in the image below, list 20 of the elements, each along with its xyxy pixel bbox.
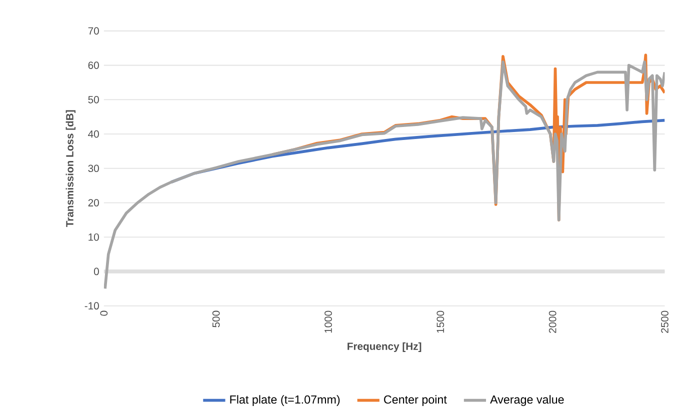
- x-tick-label: 0: [100, 310, 108, 316]
- y-tick-label: 0: [94, 268, 99, 276]
- x-axis-title: Frequency [Hz]: [348, 342, 422, 352]
- y-tick-label: 60: [88, 62, 99, 70]
- y-tick-label: 10: [88, 234, 99, 241]
- y-tick-label: 50: [88, 96, 99, 104]
- y-tick-label: 70: [88, 27, 99, 35]
- y-tick-label: -10: [84, 302, 99, 310]
- legend-label: Flat plate (t=1.07mm): [230, 395, 340, 406]
- y-axis-title: Transmission Loss [dB]: [66, 110, 76, 228]
- y-tick-label: 40: [88, 130, 99, 138]
- y-tick-label: 20: [88, 199, 99, 207]
- x-tick-label: 500: [212, 310, 220, 328]
- x-tick-label: 2500: [661, 310, 668, 334]
- x-tick-label: 2000: [548, 310, 556, 334]
- legend-label: Average value: [490, 395, 564, 406]
- x-tick-label: 1000: [324, 310, 332, 333]
- legend-label: Center point: [384, 395, 447, 406]
- x-tick-label: 1500: [436, 310, 444, 333]
- y-tick-label: 30: [88, 164, 99, 172]
